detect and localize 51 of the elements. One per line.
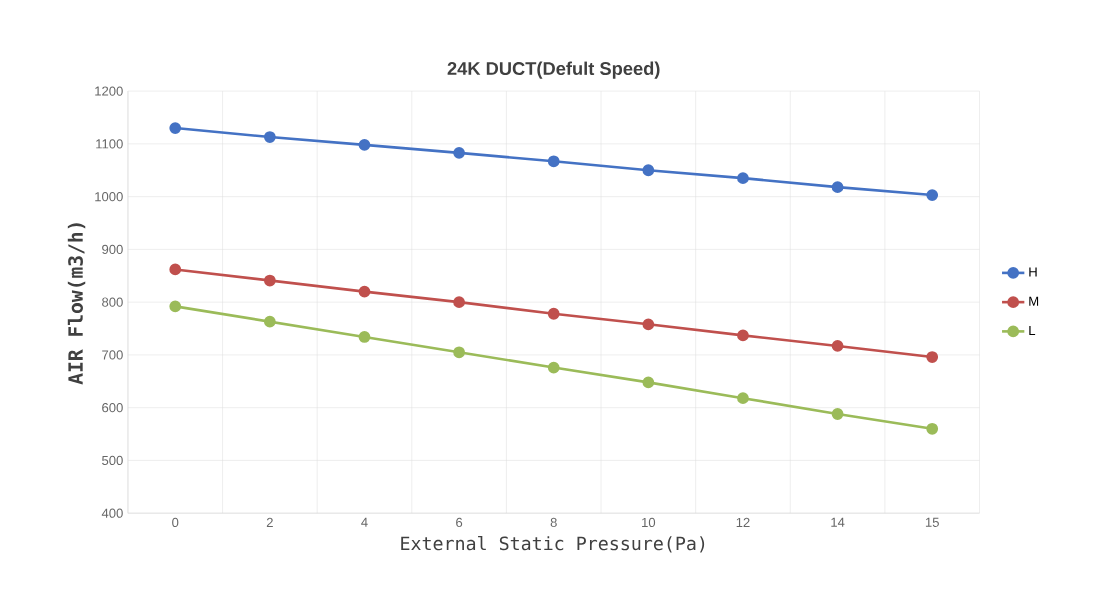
legend-label: M xyxy=(1029,296,1039,306)
point xyxy=(547,155,560,168)
point xyxy=(831,181,844,193)
y-axis-title: AIR Flow(m3/h) xyxy=(67,223,86,385)
y-tick-label: 600 xyxy=(102,402,123,413)
x-tick-label: 15 xyxy=(925,517,939,527)
point xyxy=(547,307,560,320)
legend-label: H xyxy=(1029,267,1037,277)
point xyxy=(358,285,371,298)
point xyxy=(831,339,844,352)
point xyxy=(831,407,844,420)
y-tick-label: 500 xyxy=(102,455,123,465)
x-tick-label: 0 xyxy=(172,517,179,527)
x-tick-label: 6 xyxy=(456,517,463,527)
y-tick-label: 1200 xyxy=(95,86,123,96)
point xyxy=(737,329,749,342)
x-tick-label: 8 xyxy=(550,517,557,527)
point xyxy=(737,172,749,184)
point xyxy=(737,392,749,404)
x-tick-label: 10 xyxy=(642,517,656,527)
point xyxy=(453,146,465,159)
point xyxy=(169,122,182,134)
point xyxy=(263,131,276,143)
chart-title: 24K DUCT(Defult Speed) xyxy=(447,61,660,79)
point xyxy=(169,300,182,313)
y-tick-label: 800 xyxy=(102,297,123,307)
point xyxy=(169,263,182,276)
point xyxy=(358,138,371,151)
x-tick-label: 4 xyxy=(361,517,368,527)
x-axis-title: External Static Pressure(Pa) xyxy=(401,535,705,553)
x-tick-label: 14 xyxy=(831,517,845,527)
y-tick-label: 1100 xyxy=(96,139,123,149)
point xyxy=(926,422,939,435)
point xyxy=(642,318,655,331)
point xyxy=(453,346,465,359)
point xyxy=(926,351,939,363)
point xyxy=(642,164,655,177)
point xyxy=(642,376,655,389)
x-tick-label: 2 xyxy=(266,517,273,527)
point xyxy=(358,330,371,343)
y-tick-label: 1000 xyxy=(95,191,123,202)
y-tick-label: 700 xyxy=(102,350,123,360)
point xyxy=(453,296,465,308)
point xyxy=(926,189,939,201)
point xyxy=(263,315,276,328)
legend-label: L xyxy=(1029,325,1036,335)
y-tick-label: 900 xyxy=(102,244,123,254)
point xyxy=(263,274,276,287)
point xyxy=(547,361,560,374)
y-tick-label: 400 xyxy=(101,508,123,518)
x-tick-label: 12 xyxy=(736,517,750,527)
